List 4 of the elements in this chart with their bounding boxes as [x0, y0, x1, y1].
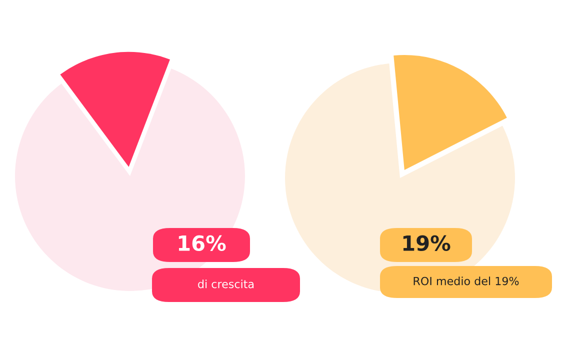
text: 16%	[178, 235, 226, 252]
text: 19%	[403, 235, 450, 252]
text: ROI medio del 19%	[414, 276, 519, 286]
text: di crescita	[198, 280, 254, 288]
